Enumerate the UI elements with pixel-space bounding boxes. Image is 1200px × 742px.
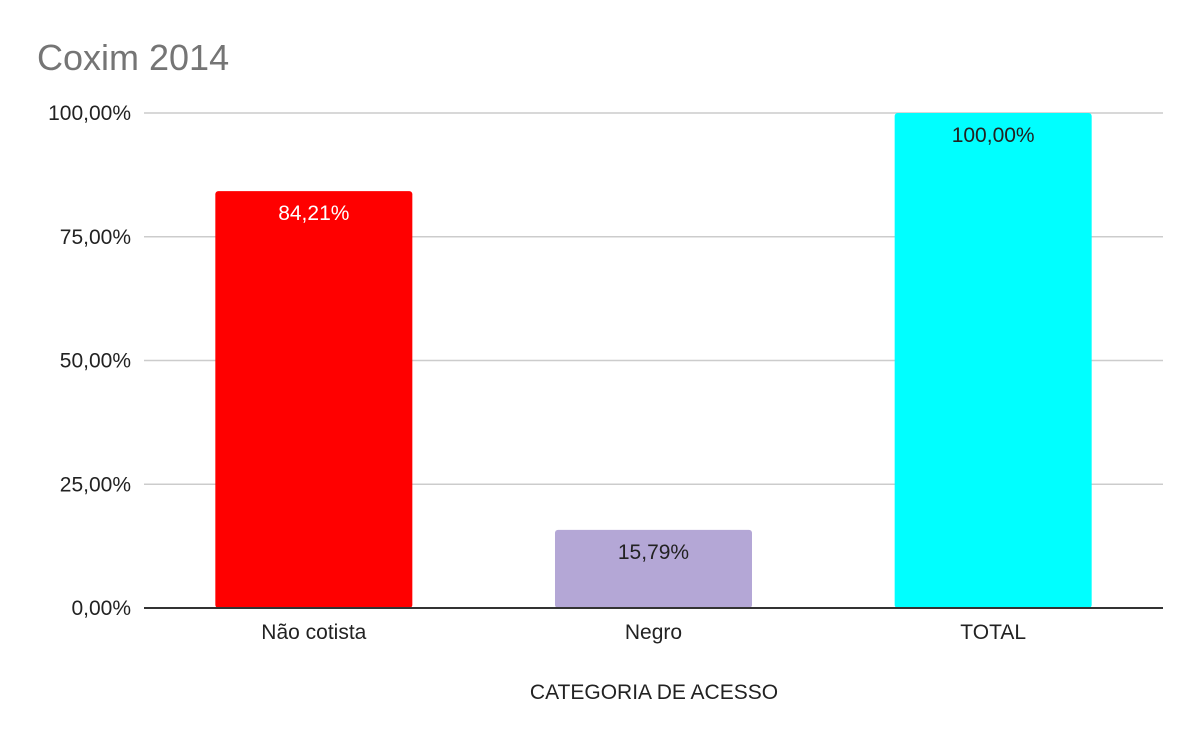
x-axis-category-labels: Não cotista Negro TOTAL [261,621,1026,644]
y-tick-label: 100,00% [48,102,131,125]
data-label: 84,21% [278,202,349,225]
x-category-label: Negro [625,621,682,644]
data-label: 100,00% [952,124,1035,147]
bars [215,113,1092,608]
y-tick-label: 50,00% [60,350,131,373]
data-label: 15,79% [618,541,689,564]
chart-title: Coxim 2014 [37,37,229,78]
x-axis-title: CATEGORIA DE ACESSO [530,681,778,704]
y-tick-label: 25,00% [60,473,131,496]
bar [894,113,1092,608]
x-category-label: TOTAL [960,621,1026,644]
x-category-label: Não cotista [261,621,366,644]
y-tick-label: 75,00% [60,226,131,249]
data-labels: 84,21% 15,79% 100,00% [278,124,1034,564]
y-tick-label: 0,00% [71,597,131,620]
bar [554,529,753,608]
y-axis-tick-labels: 0,00% 25,00% 50,00% 75,00% 100,00% [48,102,131,620]
bar [215,191,413,608]
